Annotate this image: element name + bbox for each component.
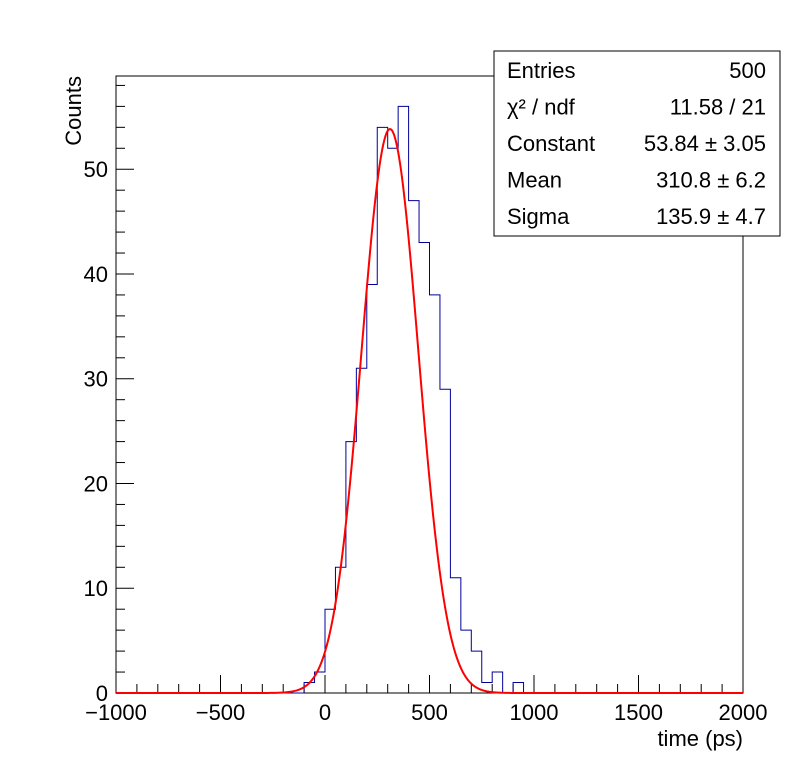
stats-box-frame xyxy=(493,50,781,237)
histogram-bin xyxy=(325,609,335,693)
x-axis-label: time (ps) xyxy=(657,726,743,751)
stats-row-label: χ² / ndf xyxy=(507,95,576,120)
y-axis-tick-labels: 0 10 20 30 40 50 xyxy=(84,157,108,706)
x-axis-ticks xyxy=(115,675,744,693)
y-tick-label: 50 xyxy=(84,157,108,182)
stats-row-label: Mean xyxy=(507,168,562,193)
stats-row-label: Constant xyxy=(507,131,595,156)
histogram-bin xyxy=(335,567,345,693)
stats-row-value: 500 xyxy=(729,58,766,83)
histogram-bin xyxy=(377,127,387,693)
histogram-bin xyxy=(409,201,419,693)
gaussian-fit-curve xyxy=(116,127,743,694)
histogram-bin xyxy=(440,389,450,693)
stats-row-value: 11.58 / 21 xyxy=(670,95,766,120)
stats-rows: Entries 500 χ² / ndf 11.58 / 21 Constant 53.8… xyxy=(507,58,766,229)
histogram-bin xyxy=(367,284,377,693)
stats-row-label: Sigma xyxy=(507,204,570,229)
stats-row-value: 135.9 ± 4.7 xyxy=(656,204,766,229)
y-tick-label: 20 xyxy=(84,471,108,496)
x-tick-label: −500 xyxy=(196,700,246,725)
y-tick-label: 0 xyxy=(96,681,108,706)
stats-row-value: 53.84 ± 3.05 xyxy=(644,131,766,156)
histogram-bin xyxy=(513,683,523,693)
stats-row-value: 310.8 ± 6.2 xyxy=(656,168,766,193)
y-axis-label: Counts xyxy=(61,76,86,146)
y-tick-label: 40 xyxy=(84,262,108,287)
y-tick-label: 10 xyxy=(84,576,108,601)
stats-box: Entries 500 χ² / ndf 11.58 / 21 Constant 53.8… xyxy=(493,50,781,237)
histogram-bin xyxy=(388,148,398,693)
x-tick-label: 2000 xyxy=(719,700,768,725)
histogram-bars xyxy=(304,106,523,693)
y-tick-label: 30 xyxy=(84,367,108,392)
histogram-outline xyxy=(116,105,743,694)
x-tick-label: −1000 xyxy=(85,700,147,725)
histogram-bin xyxy=(356,368,366,693)
histogram-bin xyxy=(492,672,502,693)
x-tick-label: 0 xyxy=(319,700,331,725)
x-tick-label: 500 xyxy=(411,700,448,725)
histogram-bin xyxy=(461,630,471,693)
x-tick-label: 1000 xyxy=(510,700,559,725)
stats-row-label: Entries xyxy=(507,58,575,83)
y-axis-ticks xyxy=(116,84,134,694)
histogram-bin xyxy=(450,578,460,693)
x-axis-tick-labels: −1000 −500 0 500 1000 1500 2000 xyxy=(85,700,767,725)
x-tick-label: 1500 xyxy=(614,700,663,725)
